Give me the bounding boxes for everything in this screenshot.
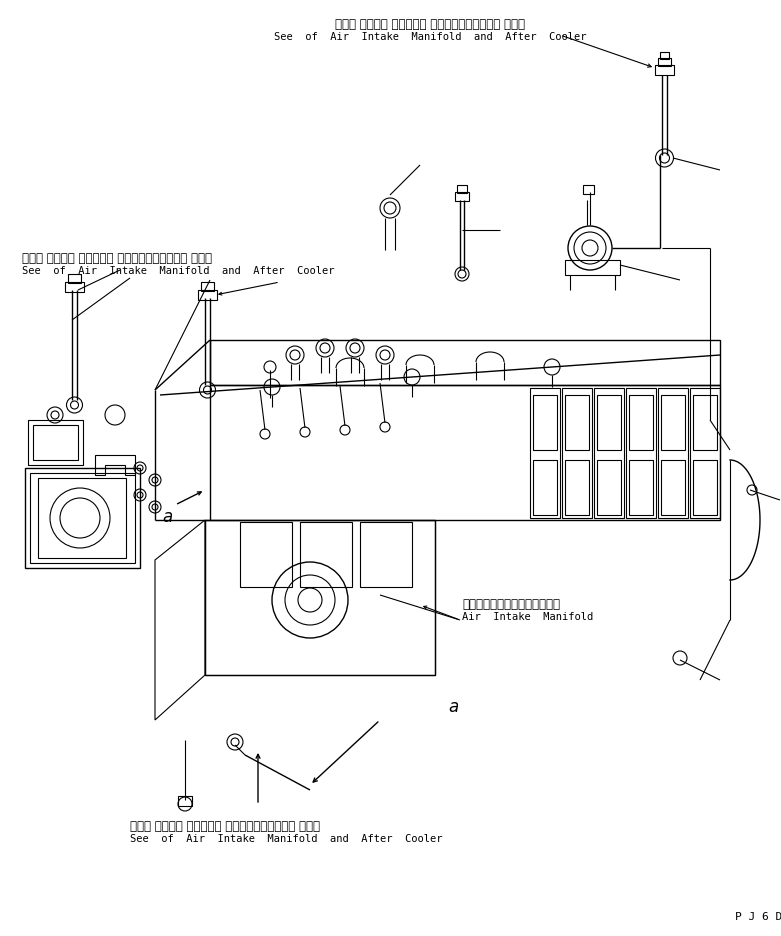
Bar: [33, 425, 78, 460]
Bar: [562, 388, 592, 518]
Bar: [661, 460, 685, 515]
Bar: [28, 420, 83, 465]
Bar: [629, 395, 653, 450]
Bar: [205, 520, 435, 675]
Bar: [655, 65, 674, 75]
Bar: [65, 282, 84, 292]
Bar: [457, 185, 467, 193]
Bar: [30, 473, 135, 563]
Bar: [583, 185, 594, 194]
Bar: [300, 522, 352, 587]
Text: See  of  Air  Intake  Manifold  and  After  Cooler: See of Air Intake Manifold and After Coo…: [130, 834, 443, 844]
Bar: [597, 395, 621, 450]
Bar: [455, 192, 469, 201]
Text: P J 6 D 1 1 2: P J 6 D 1 1 2: [735, 912, 781, 922]
Text: エアー インテー クマニホー ルドおよびアフタクー ラ参照: エアー インテー クマニホー ルドおよびアフタクー ラ参照: [335, 18, 525, 31]
Bar: [533, 395, 557, 450]
Bar: [565, 395, 589, 450]
Bar: [565, 460, 589, 515]
Bar: [660, 52, 669, 59]
Bar: [68, 274, 81, 283]
Text: エアーインテークマニホールド: エアーインテークマニホールド: [462, 598, 560, 611]
Bar: [626, 388, 656, 518]
Bar: [25, 468, 140, 568]
Text: a: a: [448, 698, 458, 716]
Bar: [658, 388, 688, 518]
Bar: [658, 58, 671, 66]
Text: エアー インテー クマニホー ルドおよびアフタクー ラ参照: エアー インテー クマニホー ルドおよびアフタクー ラ参照: [130, 820, 320, 833]
Bar: [597, 460, 621, 515]
Text: See  of  Air  Intake  Manifold  and  After  Cooler: See of Air Intake Manifold and After Coo…: [274, 32, 587, 42]
Text: a: a: [162, 508, 173, 526]
Text: See  of  Air  Intake  Manifold  and  After  Cooler: See of Air Intake Manifold and After Coo…: [22, 266, 334, 276]
Text: Air  Intake  Manifold: Air Intake Manifold: [462, 612, 594, 622]
Bar: [594, 388, 624, 518]
Bar: [178, 796, 192, 806]
Bar: [530, 388, 560, 518]
Bar: [198, 290, 217, 300]
Bar: [240, 522, 292, 587]
Bar: [693, 460, 717, 515]
Bar: [201, 282, 214, 291]
Text: エアー インテー クマニホー ルドおよびアフタクー ラ参照: エアー インテー クマニホー ルドおよびアフタクー ラ参照: [22, 252, 212, 265]
Bar: [661, 395, 685, 450]
Bar: [693, 395, 717, 450]
Bar: [38, 478, 126, 558]
Bar: [533, 460, 557, 515]
Bar: [360, 522, 412, 587]
Bar: [690, 388, 720, 518]
Bar: [629, 460, 653, 515]
